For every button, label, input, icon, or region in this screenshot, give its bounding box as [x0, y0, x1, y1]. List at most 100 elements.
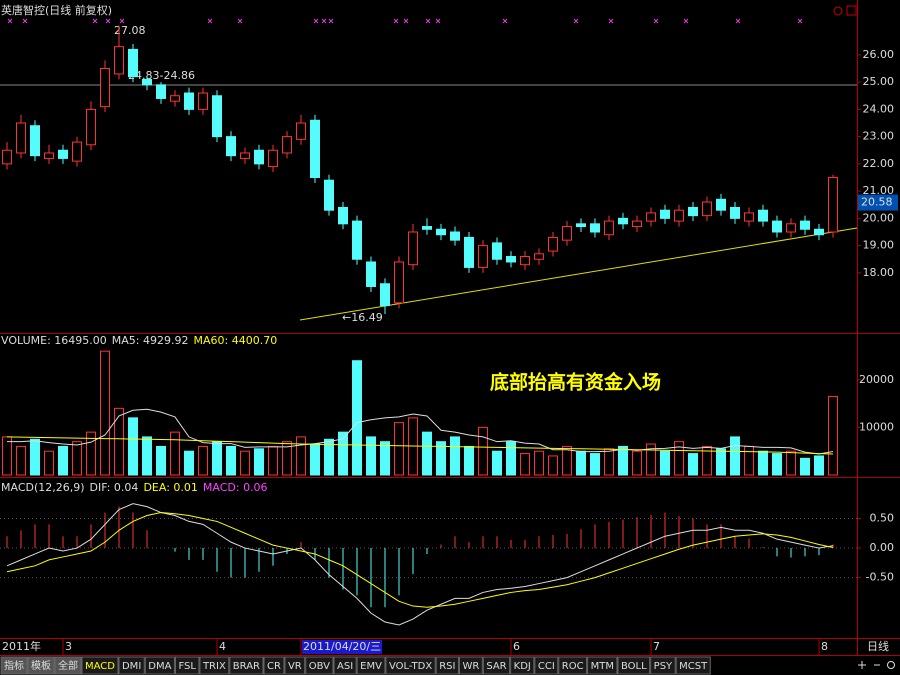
tab-button[interactable]: [305, 656, 334, 675]
tab-label[interactable]: KDJ: [514, 661, 531, 672]
tab-label[interactable]: 指标: [4, 659, 24, 672]
tab-button[interactable]: [199, 656, 230, 675]
tab[interactable]: MACD: [81, 656, 119, 675]
tab[interactable]: 模板: [27, 656, 55, 675]
tab[interactable]: CR: [263, 656, 285, 675]
tab-button[interactable]: [144, 656, 175, 675]
tab-label[interactable]: ASI: [337, 661, 353, 672]
candle-body: [604, 220, 614, 236]
tab-label[interactable]: PSY: [654, 661, 673, 672]
ma60-line: [6, 436, 834, 455]
tab-label[interactable]: TRIX: [202, 661, 226, 672]
tab-button[interactable]: [558, 656, 588, 675]
tab-button[interactable]: [229, 656, 264, 675]
tab-label[interactable]: CCI: [538, 661, 555, 672]
tab-label[interactable]: OBV: [309, 661, 330, 672]
tab-button[interactable]: [356, 656, 386, 675]
tab[interactable]: VR: [284, 656, 306, 675]
tab-label[interactable]: VOL-TDX: [389, 661, 432, 672]
candle: [338, 202, 348, 230]
event-marker: [119, 18, 125, 24]
tab-button[interactable]: [458, 656, 483, 675]
tab-button[interactable]: [333, 656, 357, 675]
tab-label[interactable]: MCST: [679, 661, 708, 672]
tab[interactable]: OBV: [305, 656, 334, 675]
tab-button[interactable]: [118, 656, 145, 675]
tab[interactable]: MTM: [587, 656, 618, 675]
candle: [142, 76, 152, 91]
tab[interactable]: EMV: [356, 656, 386, 675]
tab-button[interactable]: [284, 656, 306, 675]
candle: [730, 202, 740, 224]
tab[interactable]: DMI: [118, 656, 145, 675]
candle: [506, 251, 516, 268]
tab-button[interactable]: [650, 656, 676, 675]
tab-button[interactable]: [587, 656, 618, 675]
tab[interactable]: MCST: [675, 656, 711, 675]
tab[interactable]: 指标: [0, 656, 28, 675]
tab[interactable]: PSY: [650, 656, 676, 675]
tab[interactable]: BOLL: [617, 656, 651, 675]
tab-label[interactable]: EMV: [360, 661, 382, 672]
tab-label[interactable]: MACD: [85, 661, 115, 672]
tab-label[interactable]: MTM: [591, 661, 614, 672]
tab[interactable]: CCI: [534, 656, 559, 675]
tab[interactable]: SAR: [482, 656, 511, 675]
icon[interactable]: [846, 5, 857, 16]
tab[interactable]: ROC: [558, 656, 588, 675]
tab-label[interactable]: 模板: [31, 659, 51, 672]
tab[interactable]: BRAR: [229, 656, 264, 675]
tab-button[interactable]: [534, 656, 559, 675]
candle: [86, 101, 96, 151]
tab-label[interactable]: CR: [267, 661, 281, 672]
volume-bar: [72, 441, 82, 476]
tab-label[interactable]: BRAR: [233, 661, 260, 672]
tab-button[interactable]: [54, 656, 82, 675]
tab-button[interactable]: [385, 656, 436, 675]
candle: [758, 204, 768, 227]
tab-button[interactable]: [435, 656, 459, 675]
y-tick-label: 19.00: [863, 239, 895, 252]
candle: [408, 223, 418, 271]
tab-label[interactable]: RSI: [439, 661, 455, 672]
tab-button[interactable]: [510, 656, 535, 675]
tab-button[interactable]: [27, 656, 55, 675]
tab[interactable]: WR: [458, 656, 483, 675]
y-tick-label: 26.00: [863, 48, 895, 61]
reset[interactable]: [887, 661, 895, 669]
tab-button[interactable]: [675, 656, 711, 675]
tab[interactable]: ASI: [333, 656, 357, 675]
y-tick-label: 23.00: [863, 130, 895, 143]
candle-body: [730, 206, 740, 219]
tab[interactable]: DMA: [144, 656, 175, 675]
tab-button[interactable]: [174, 656, 200, 675]
event-marker: [7, 18, 13, 24]
tab-label[interactable]: 全部: [58, 659, 78, 672]
candle-body: [422, 226, 432, 230]
zoom-controls[interactable]: [858, 661, 895, 669]
tab[interactable]: RSI: [435, 656, 459, 675]
tab-label[interactable]: WR: [462, 661, 479, 672]
candle-body: [450, 231, 460, 241]
tab[interactable]: TRIX: [199, 656, 230, 675]
tab-button[interactable]: [0, 656, 28, 675]
tab-label[interactable]: SAR: [486, 661, 506, 672]
tab-label[interactable]: VR: [288, 661, 302, 672]
icon[interactable]: [833, 6, 843, 16]
tab[interactable]: 全部: [54, 656, 82, 675]
tab-button[interactable]: [81, 656, 119, 675]
candle: [436, 223, 446, 241]
candle-body: [660, 209, 670, 219]
tab-button[interactable]: [263, 656, 285, 675]
tab-label[interactable]: DMA: [148, 661, 171, 672]
tab-button[interactable]: [617, 656, 651, 675]
tab-label[interactable]: FSL: [178, 661, 196, 672]
tab-button[interactable]: [482, 656, 511, 675]
tab[interactable]: FSL: [174, 656, 200, 675]
tab-label[interactable]: DMI: [122, 661, 141, 672]
tab[interactable]: KDJ: [510, 656, 535, 675]
tab[interactable]: VOL-TDX: [385, 656, 436, 675]
tab-label[interactable]: BOLL: [621, 661, 647, 672]
tab-label[interactable]: ROC: [562, 661, 584, 672]
candle: [156, 82, 166, 104]
